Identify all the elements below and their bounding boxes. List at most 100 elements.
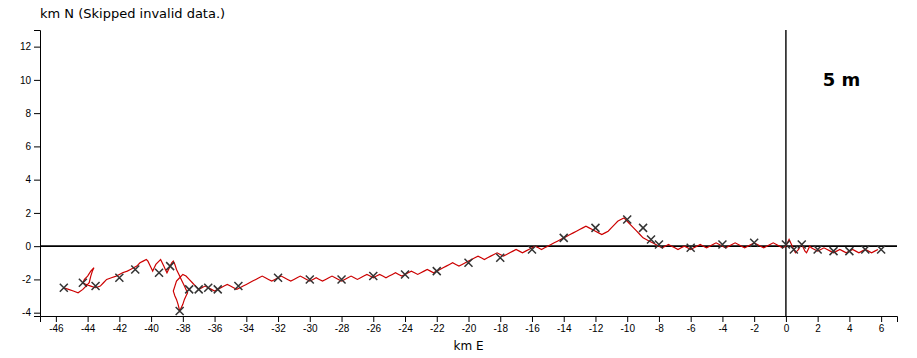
x-axis-tick: 0 xyxy=(784,316,790,334)
x-axis-tick-mark xyxy=(373,316,374,322)
y-axis-tick: -2 xyxy=(22,274,40,285)
point xyxy=(750,239,758,247)
annotation: 5 m xyxy=(823,69,861,90)
x-axis-tick-label: -44 xyxy=(81,323,96,334)
y-axis-tick-mark xyxy=(34,180,40,181)
x-axis-tick-mark xyxy=(310,316,311,322)
point xyxy=(782,241,790,249)
x-axis-tick-label: 4 xyxy=(847,323,853,334)
y-axis-tick-mark xyxy=(34,246,40,247)
x-axis-line xyxy=(41,317,898,323)
x-axis: -46-44-42-40-38-36-34-32-30-28-26-24-22-… xyxy=(41,316,898,334)
point xyxy=(115,274,123,282)
x-axis-tick-mark xyxy=(722,316,723,322)
point xyxy=(623,216,631,224)
point xyxy=(639,224,647,232)
y-axis-tick-mark xyxy=(34,113,40,114)
x-axis-tick: 6 xyxy=(879,316,885,334)
x-axis-tick: -30 xyxy=(303,316,318,334)
y-axis-tick-label: 12 xyxy=(20,41,32,52)
title: km N (Skipped invalid data.) xyxy=(40,6,225,21)
point xyxy=(401,270,409,278)
x-axis-tick: 4 xyxy=(847,316,853,334)
x-axis-tick: -36 xyxy=(208,316,223,334)
y-axis-tick: 0 xyxy=(25,241,40,252)
x-axis-tick-mark xyxy=(786,316,787,322)
point xyxy=(591,224,599,232)
point xyxy=(465,259,473,267)
y-axis-tick-mark xyxy=(34,80,40,81)
point xyxy=(798,241,806,249)
x-axis-tick-label: 0 xyxy=(784,323,790,334)
x-axis-tick: -44 xyxy=(81,316,96,334)
point xyxy=(861,245,869,253)
y-axis-tick-mark xyxy=(34,313,40,314)
x-axis-tick-mark xyxy=(564,316,565,322)
x-axis-tick: -38 xyxy=(176,316,191,334)
x-axis-tick-mark xyxy=(215,316,216,322)
x-axis-tick-label: -38 xyxy=(176,323,191,334)
scatter-series xyxy=(60,216,885,315)
point xyxy=(830,247,838,255)
x-axis-tick-mark xyxy=(818,316,819,322)
x-axis-tick-label: -40 xyxy=(144,323,159,334)
x-axis-tick-label: -24 xyxy=(398,323,413,334)
x-axis-tick: -32 xyxy=(271,316,286,334)
x-axis-tick-mark xyxy=(278,316,279,322)
point xyxy=(814,245,822,253)
point xyxy=(655,241,663,249)
y-axis-tick-label: 4 xyxy=(25,174,31,185)
x-axis-tick: -20 xyxy=(462,316,477,334)
point xyxy=(877,245,885,253)
point xyxy=(790,245,798,253)
y-axis-tick: 4 xyxy=(25,174,40,185)
y-axis-tick: 12 xyxy=(20,41,40,52)
y-axis-tick-label: 6 xyxy=(25,141,31,152)
x-axis-tick-mark xyxy=(849,316,850,322)
x-axis-tick-mark xyxy=(342,316,343,322)
data-layer xyxy=(40,30,897,316)
point xyxy=(528,245,536,253)
y-axis-tick: 10 xyxy=(20,75,40,86)
point xyxy=(647,236,655,244)
point xyxy=(60,284,68,292)
y-axis-tick: 6 xyxy=(25,141,40,152)
x-axis-tick-label: -4 xyxy=(718,323,727,334)
x-axis-tick: -10 xyxy=(620,316,635,334)
x-axis-tick-label: -36 xyxy=(208,323,223,334)
point xyxy=(496,254,504,262)
x-axis-tick-mark xyxy=(469,316,470,322)
x-axis-tick-label: 6 xyxy=(879,323,885,334)
x-axis-tick-label: 2 xyxy=(815,323,821,334)
x-axis-tick: -22 xyxy=(430,316,445,334)
x-axis-tick-mark xyxy=(500,316,501,322)
point xyxy=(274,274,282,282)
point xyxy=(131,265,139,273)
y-axis-tick-mark xyxy=(34,213,40,214)
chart: -46-44-42-40-38-36-34-32-30-28-26-24-22-… xyxy=(0,0,917,358)
x-axis-tick-mark xyxy=(405,316,406,322)
x-axis-tick-label: -30 xyxy=(303,323,318,334)
x-axis-tick-label: -6 xyxy=(687,323,696,334)
x-axis-tick: -28 xyxy=(335,316,350,334)
point xyxy=(338,275,346,283)
x-axis-tick-mark xyxy=(532,316,533,322)
point xyxy=(176,307,184,315)
point xyxy=(234,282,242,290)
x-axis-tick-label: -46 xyxy=(49,323,64,334)
y-axis-tick: 8 xyxy=(25,108,40,119)
x-axis-tick-mark xyxy=(627,316,628,322)
x-axis-tick: -46 xyxy=(49,316,64,334)
x-axis-tick: -42 xyxy=(113,316,128,334)
x-axis-tick-label: -20 xyxy=(462,323,477,334)
y-axis-tick-mark xyxy=(34,279,40,280)
plot: -46-44-42-40-38-36-34-32-30-28-26-24-22-… xyxy=(20,30,898,334)
x-axis-tick: -24 xyxy=(398,316,413,334)
point xyxy=(155,269,163,277)
x-axis-tick: -2 xyxy=(750,316,759,334)
x-axis-tick: -34 xyxy=(240,316,255,334)
x-axis-tick-label: -14 xyxy=(557,323,572,334)
y-axis-tick: -4 xyxy=(22,307,40,318)
point xyxy=(204,284,212,292)
x-axis-tick: -16 xyxy=(525,316,540,334)
